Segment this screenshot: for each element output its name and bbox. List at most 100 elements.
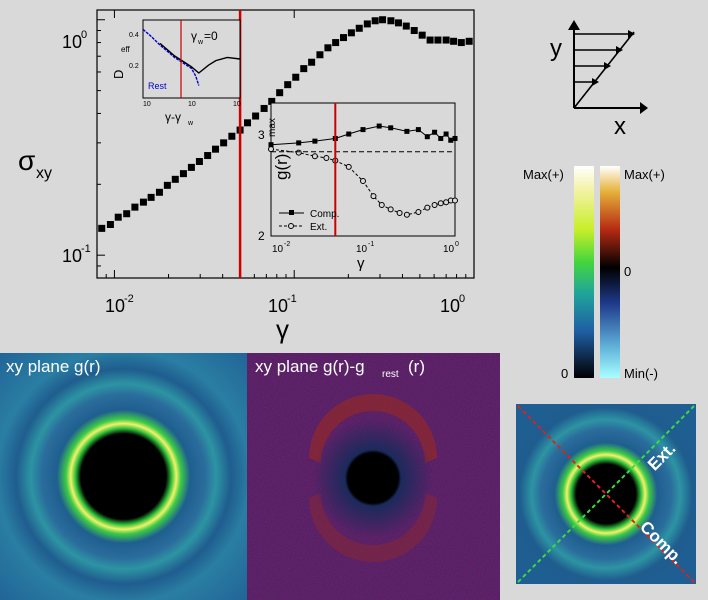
main-ylabel-sub: xy [36,165,52,182]
stress-point [268,97,276,105]
stress-point [244,119,252,127]
stress-point [324,44,332,52]
deff-xtick-2: 10 [188,101,196,108]
cmp-ext-field [516,404,696,584]
ext-point [311,153,318,160]
main-ylabel: σ [18,145,35,176]
comp-point [424,134,430,140]
main-xlabel: γ [276,314,289,344]
shear-x-label: x [614,113,626,140]
colorbar2-zero-label: 0 [624,264,631,279]
stress-point [204,152,212,160]
ext-point [345,163,352,170]
stress-point [139,198,147,206]
main-xtick-1: 10 [105,296,125,316]
stress-point [394,19,402,27]
shear-y-label: y [550,35,562,62]
xy-gr-field [0,353,247,600]
colorbar2-min-label: Min(-) [624,366,658,381]
main-ytick-1: 10 [62,246,82,266]
shear-x-arrowhead [640,102,648,114]
stress-point [340,34,348,42]
colorbar2-max-label: Max(+) [624,167,665,182]
comp-point [432,129,438,135]
stress-point [363,20,371,28]
ext-point [295,149,302,156]
shear-y-arrowhead [568,20,580,30]
legend-comp-marker [289,210,294,215]
comp-point [296,140,302,146]
grmax-ylabel-sub: max [267,118,278,137]
colorbar1-zero-label: 0 [561,366,568,381]
comp-point [415,127,421,133]
comp-point [443,131,449,137]
comp-point [360,127,366,133]
main-stress-plot: σ xy γ 10 -2 10 -1 10 0 10 -1 10 0 D eff… [18,9,475,344]
stress-point [450,37,458,45]
stress-point [131,203,139,211]
ext-point [378,201,385,208]
grmax-xtick-3: 10 [443,244,455,255]
stress-point [276,89,284,97]
stress-point [106,220,114,228]
comp-point [346,131,352,137]
ext-point [268,146,274,153]
xy-gr-diff-image: xy plane g(r)-g rest (r) [247,353,500,600]
stress-point [442,36,450,44]
ext-point [370,193,377,200]
stress-point [371,17,379,25]
stress-point [179,170,187,178]
stress-point [171,175,179,183]
diff-core [313,418,433,538]
colorbars: Max(+) 0 Max(+) 0 Min(-) [523,166,665,381]
xy-gr-title: xy plane g(r) [6,357,100,376]
deff-series [142,28,241,86]
stress-point [147,193,155,201]
deff-xtick-1: 10 [143,101,151,108]
diff-title-tail: (r) [408,357,425,376]
deff-ylabel: D [111,70,126,79]
stress-point [284,81,292,89]
stress-point [379,16,387,24]
comp-line [270,125,456,146]
stress-point [402,22,410,30]
stress-point [308,58,316,66]
shear-velocity-arrows [574,30,635,86]
ext-point [396,209,403,216]
stress-point [260,104,268,112]
colorbar-diff [600,166,620,378]
deff-annotation: γ [191,29,197,43]
compression-extension-image: Ext. Comp. [516,404,696,584]
ext-point [415,209,422,216]
stress-point [465,37,473,45]
grmax-xtick-1: 10 [272,244,284,255]
comp-point [452,135,458,141]
deff-inset: D eff 0.4 0.2 10 10 10 γ-γ w γ w =0 Rest [111,19,241,127]
stress-point [123,210,131,218]
deff-xlabel-sub: w [187,120,194,127]
main-xtick-2: 10 [268,296,288,316]
ext-point [431,201,438,208]
main-xtick-exp-2: -1 [287,293,297,305]
diff-red-lobe-bottom [309,493,437,562]
legend-ext-marker [288,223,294,229]
comp-point [438,135,444,141]
stress-point [457,39,465,47]
grmax-ytick-1: 3 [258,128,265,142]
stress-point [410,27,418,35]
comp-point [376,123,382,129]
stress-point [426,36,434,44]
main-xtick-exp-1: -2 [124,293,134,305]
stress-point [332,39,340,47]
ext-point [387,206,394,213]
ext-point [452,197,458,204]
stress-point [316,51,324,59]
grmax-xtick-2: 10 [356,244,368,255]
comp-point [448,137,454,143]
main-ytick-exp-2: 0 [81,29,87,41]
main-xtick-3: 10 [440,296,460,316]
grmax-ytick-2: 2 [258,229,265,243]
grmax-xtick-exp-2: -1 [368,241,374,248]
main-axes [97,10,475,278]
shear-flow-diagram: y x [550,20,648,140]
